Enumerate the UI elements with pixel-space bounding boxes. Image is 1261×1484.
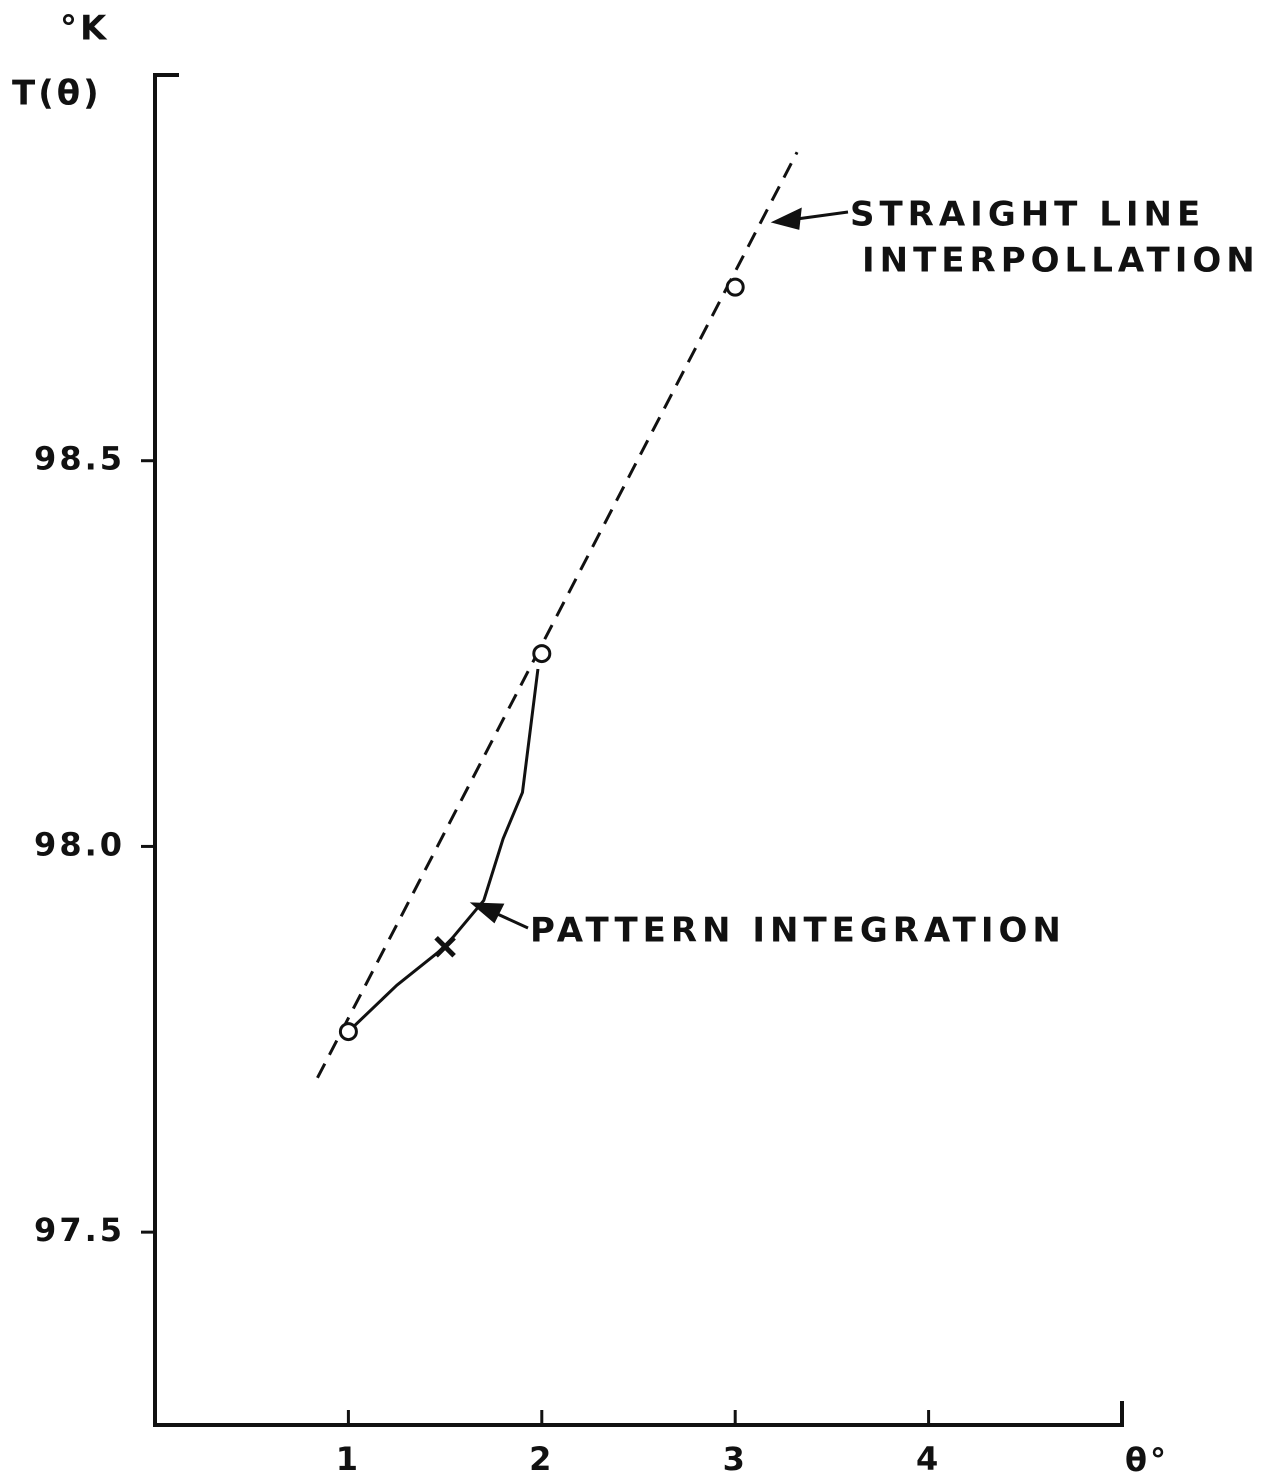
y-tick-label: 98.5 [34, 440, 125, 478]
point [725, 277, 745, 297]
y-tick-label: 98.0 [34, 825, 125, 863]
x-tick-label: 1 [336, 1440, 361, 1478]
y-tick-label: 97.5 [34, 1211, 125, 1249]
y-unit: °K [60, 9, 109, 49]
x-label: θ° [1125, 1441, 1169, 1479]
line [316, 151, 799, 1079]
arrowhead [469, 902, 505, 924]
point [532, 644, 552, 664]
point [338, 1022, 358, 1042]
x-tick-label: 2 [529, 1440, 554, 1478]
point [434, 935, 456, 958]
x-tick-label: 3 [723, 1440, 748, 1478]
annotation: STRAIGHT LINE [850, 195, 1205, 235]
line [347, 668, 540, 1033]
annotation: INTERPOLLATION [862, 241, 1260, 281]
axis [153, 73, 1124, 1427]
annotation: PATTERN INTEGRATION [530, 911, 1066, 951]
x-tick-label: 4 [916, 1440, 941, 1478]
y-label: T(θ) [12, 74, 102, 114]
arrows [469, 207, 849, 930]
arrowhead [770, 207, 802, 230]
